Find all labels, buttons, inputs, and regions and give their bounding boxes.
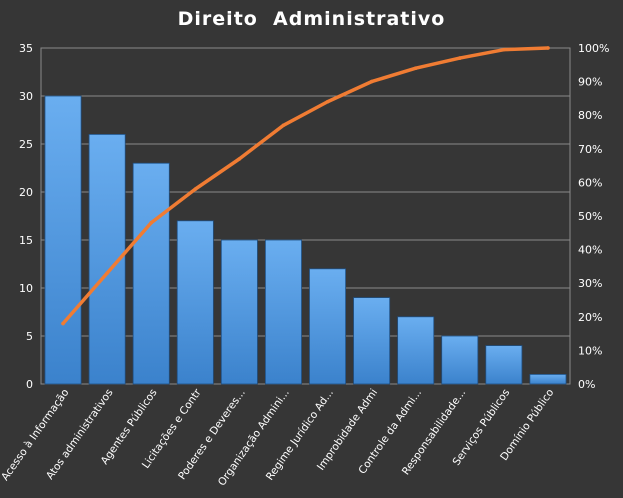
- y2-tick-label: 60%: [578, 176, 602, 189]
- bar: [353, 297, 391, 385]
- bar: [176, 220, 214, 385]
- bar: [397, 316, 435, 385]
- line-point: [237, 157, 242, 161]
- bar: [441, 335, 479, 385]
- y2-tick-label: 10%: [578, 344, 602, 357]
- bar: [264, 239, 302, 385]
- bar: [132, 162, 170, 385]
- y2-tick-label: 50%: [578, 210, 602, 223]
- line-point: [457, 56, 462, 60]
- y2-tick-label: 20%: [578, 311, 602, 324]
- line-point: [369, 79, 374, 84]
- bar: [44, 95, 82, 385]
- y2-tick-label: 70%: [578, 143, 602, 156]
- bar: [485, 345, 523, 385]
- y2-tick-label: 40%: [578, 244, 602, 257]
- y-tick-label: 30: [19, 90, 33, 103]
- y2-tick-label: 30%: [578, 277, 602, 290]
- y-tick-label: 20: [19, 186, 33, 199]
- line-point: [546, 46, 550, 50]
- y-tick-label: 0: [26, 378, 33, 391]
- line-point: [413, 66, 418, 70]
- line-point: [61, 321, 65, 326]
- y-tick-label: 25: [19, 138, 33, 151]
- bar: [529, 373, 567, 385]
- line-point: [325, 99, 330, 104]
- y-tick-label: 15: [19, 234, 33, 247]
- bar: [220, 239, 258, 385]
- y2-tick-label: 100%: [578, 42, 609, 55]
- y-tick-label: 10: [19, 282, 33, 295]
- line-point: [193, 187, 198, 191]
- cumulative-line: [61, 46, 550, 326]
- line-point: [149, 220, 154, 225]
- y-tick-label: 35: [19, 42, 33, 55]
- y2-tick-label: 80%: [578, 109, 602, 122]
- line-point: [502, 47, 506, 52]
- y2-tick-label: 0%: [578, 378, 595, 391]
- y2-tick-label: 90%: [578, 76, 602, 89]
- line-point: [105, 271, 109, 275]
- chart-title: Direito Administrativo: [177, 8, 446, 30]
- y-tick-label: 5: [26, 330, 33, 343]
- line-point: [281, 123, 286, 128]
- bar: [309, 268, 347, 385]
